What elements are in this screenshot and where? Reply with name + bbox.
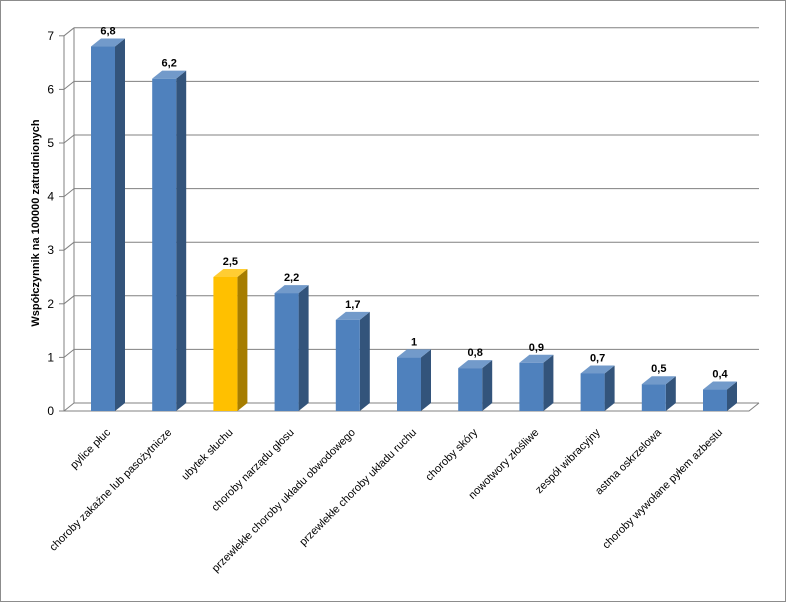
y-tick-label: 2: [47, 297, 54, 311]
data-labels: 6,8 6,2 2,5 2,2 1,7 1 0,8 0,9 0,7 0,5 0,4: [100, 26, 728, 381]
gridline-side: [63, 402, 75, 412]
bar-front: [458, 368, 483, 411]
bar-side: [421, 349, 431, 411]
gridline-side: [63, 27, 75, 37]
bar-top: [580, 365, 615, 374]
data-label: 1: [411, 336, 417, 348]
data-label: 0,5: [651, 363, 666, 375]
gridline-side: [63, 188, 75, 197]
y-axis-ticks: 0 1 2 3 4 5 6 7: [47, 29, 54, 418]
bar: [519, 354, 554, 411]
y-tick-label: 3: [47, 243, 54, 257]
bar: [458, 360, 493, 411]
bar-side: [482, 360, 493, 411]
bar-side: [115, 38, 125, 412]
gridline-side: [63, 81, 75, 90]
x-tick-label: przewlekłe choroby układu ruchu: [297, 427, 419, 549]
bar-top: [91, 38, 125, 47]
bars: [91, 38, 737, 412]
bar: [335, 311, 370, 411]
bar: [641, 376, 676, 411]
y-tick-label: 0: [47, 404, 54, 418]
bar: [703, 381, 737, 411]
x-tick-label: zespół wibracyjny: [533, 426, 603, 496]
bar-front: [641, 384, 666, 411]
data-label: 0,7: [590, 352, 605, 364]
bar-front: [274, 293, 299, 411]
data-label: 6,8: [100, 26, 115, 38]
bar-front: [213, 277, 238, 411]
data-label: 6,2: [162, 58, 177, 70]
bar-front: [703, 389, 727, 411]
data-label: 2,2: [284, 272, 299, 284]
bar: [152, 70, 187, 412]
bar-top: [335, 311, 370, 320]
y-tick-label: 5: [47, 136, 54, 150]
bar-top: [458, 360, 493, 369]
bar-side: [237, 269, 248, 411]
x-tick-label: choroby skóry: [423, 426, 480, 483]
x-tick-label: choroby wywołane pyłem azbestu: [600, 427, 725, 552]
data-label: 0,4: [712, 369, 728, 381]
gridline-side: [63, 349, 75, 358]
y-tick-label: 7: [47, 29, 54, 43]
bar-front: [580, 373, 605, 411]
bar-top: [703, 381, 737, 390]
bar-side: [298, 285, 309, 411]
bar-side: [543, 354, 554, 411]
bar: [274, 285, 309, 411]
bar-side: [727, 381, 737, 411]
bar: [580, 365, 615, 411]
bar-front: [91, 46, 115, 412]
bar: [91, 38, 125, 412]
x-tick-label: pylice płuc: [68, 426, 113, 471]
y-tick-label: 6: [47, 82, 54, 96]
data-label: 1,7: [345, 299, 360, 311]
bar-top: [519, 354, 554, 363]
bar-front: [152, 78, 177, 412]
x-tick-label: astma oskrzelowa: [593, 426, 664, 497]
x-tick-label: ubytek słuchu: [179, 427, 235, 483]
data-label: 0,9: [529, 342, 544, 354]
data-label: 2,5: [223, 256, 238, 268]
gridline-side: [63, 241, 75, 251]
x-tick-label: nowotwory złośliwe: [466, 427, 541, 502]
bar-front: [335, 319, 360, 411]
y-tick-label: 1: [47, 350, 54, 364]
bar-top: [213, 269, 248, 277]
bar-top: [641, 376, 676, 385]
bar-front: [397, 357, 421, 411]
bar-side: [176, 70, 187, 412]
bar-side: [359, 311, 370, 411]
y-axis-label: Współczynnik na 100000 zatrudnionych: [30, 119, 42, 327]
bar-front: [519, 362, 544, 411]
bar-side: [604, 365, 615, 411]
data-label: 0,8: [468, 347, 483, 359]
y-tick-label: 4: [47, 190, 54, 204]
bar-top: [152, 70, 187, 79]
bar: [213, 269, 248, 411]
gridline-side: [63, 134, 75, 144]
x-tick-label: choroby zakaźne lub pasożytnicze: [47, 427, 174, 554]
gridline-side: [63, 295, 75, 305]
bar-top: [274, 285, 309, 294]
bar-side: [665, 376, 676, 411]
bar: [397, 349, 431, 411]
bar-top: [397, 349, 431, 358]
